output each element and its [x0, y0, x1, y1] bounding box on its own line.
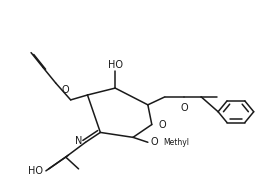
Text: O: O: [181, 102, 188, 112]
Text: N: N: [75, 136, 82, 146]
Text: HO: HO: [108, 60, 123, 70]
Text: O: O: [151, 137, 158, 147]
Text: HO: HO: [28, 166, 43, 176]
Text: O: O: [62, 85, 69, 95]
Text: O: O: [158, 120, 166, 130]
Text: Methyl: Methyl: [163, 138, 189, 147]
